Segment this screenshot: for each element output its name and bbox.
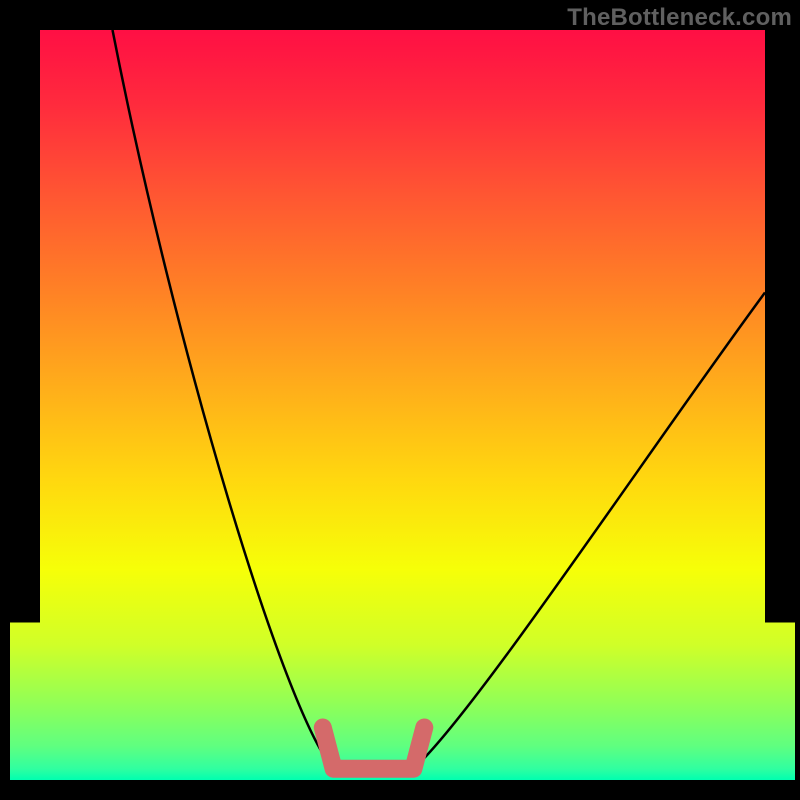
bottleneck-curve-chart bbox=[0, 0, 800, 800]
watermark-text: TheBottleneck.com bbox=[567, 4, 792, 32]
chart-root: TheBottleneck.com bbox=[0, 0, 800, 800]
